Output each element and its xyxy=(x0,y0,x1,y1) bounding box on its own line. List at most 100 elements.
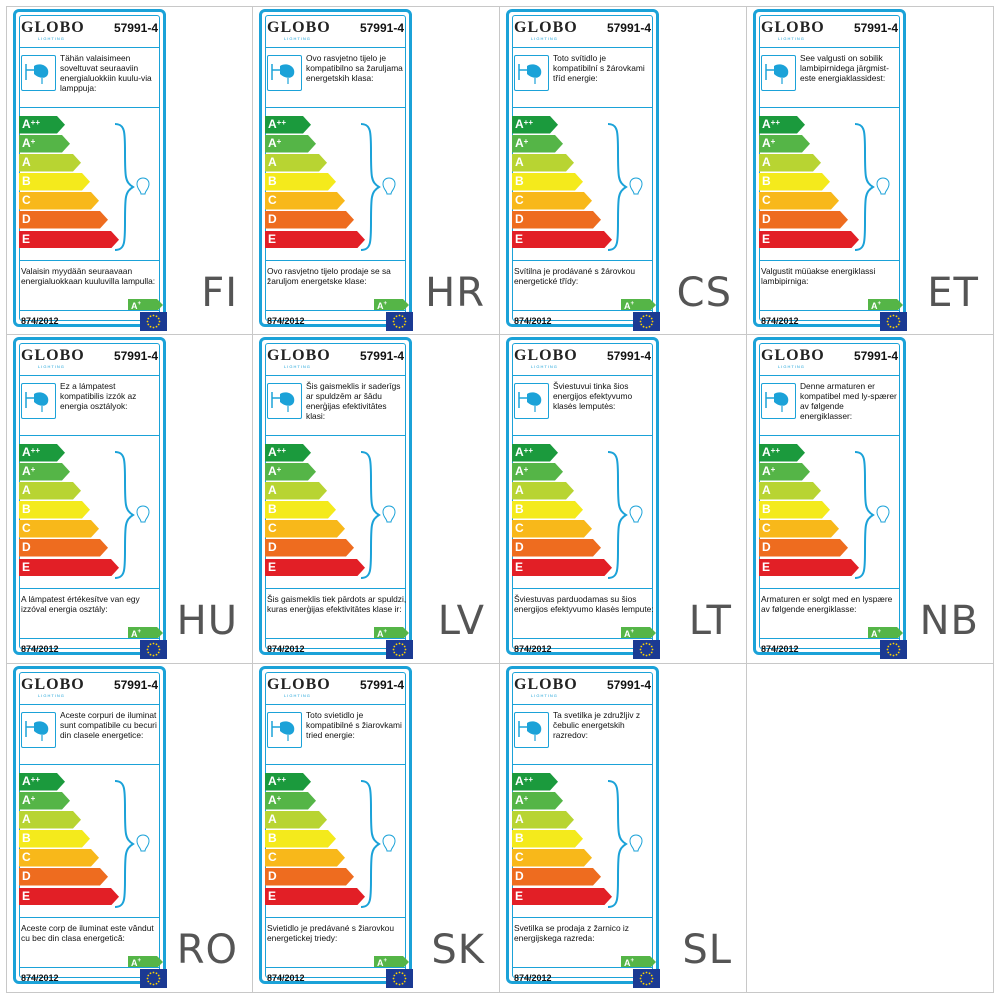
lamp-icon xyxy=(761,55,796,91)
energy-class-letter: C xyxy=(22,850,31,865)
brand-logo: GLOBO xyxy=(267,676,331,693)
energy-class-text: C xyxy=(268,850,277,865)
energy-class-letter: A xyxy=(624,301,631,311)
energy-class-letter: A xyxy=(762,117,771,131)
energy-class-bar: B xyxy=(512,501,612,519)
energy-class-text: A xyxy=(515,155,524,170)
energy-class-bar: A++ xyxy=(759,116,859,134)
energy-class-arrow xyxy=(19,868,108,886)
energy-class-text: E xyxy=(762,232,770,247)
energy-class-plus: ++ xyxy=(276,446,287,455)
label-cell: GLOBO LIGHTING 57991-4 Tähän valaisimeen so… xyxy=(6,6,253,335)
energy-class-letter: D xyxy=(22,540,31,555)
energy-class-arrow xyxy=(19,482,81,500)
energy-class-plus: + xyxy=(30,794,36,804)
energy-class-text: A+ xyxy=(268,464,281,479)
energy-class-bar: E xyxy=(19,230,119,249)
energy-class-arrow xyxy=(265,482,327,500)
divider xyxy=(512,588,653,589)
energy-class-bar: D xyxy=(265,211,365,229)
energy-class-text: C xyxy=(515,193,524,208)
energy-class-arrow xyxy=(759,558,859,577)
energy-class-arrow xyxy=(265,558,365,577)
eu-flag-icon xyxy=(386,312,413,331)
energy-class-text: D xyxy=(515,869,524,884)
energy-class-arrow xyxy=(512,463,563,481)
energy-class-bar: E xyxy=(512,230,612,249)
model-number: 57991-4 xyxy=(853,21,898,35)
divider xyxy=(759,47,900,48)
energy-class-text: B xyxy=(268,831,277,846)
energy-class-letter: D xyxy=(515,540,524,555)
energy-class-letter: B xyxy=(22,831,31,846)
sold-with-text: Ovo rasvjetno tijelo prodaje se sa žarul… xyxy=(267,266,391,286)
energy-label: GLOBO LIGHTING 57991-4 Šviestuvui tinka šio… xyxy=(506,337,660,659)
regulation-number: 874/2012 xyxy=(514,973,552,983)
divider xyxy=(512,310,653,311)
energy-class-bar: A xyxy=(759,482,859,500)
energy-class-text: D xyxy=(22,212,31,227)
energy-class-bar: C xyxy=(265,849,365,867)
energy-class-plus: + xyxy=(877,629,882,635)
energy-class-plus: + xyxy=(383,958,388,964)
energy-class-bar: A+ xyxy=(759,463,859,481)
energy-class-bar: C xyxy=(759,192,859,210)
regulation-number: 874/2012 xyxy=(21,973,59,983)
language-code: RO xyxy=(176,927,238,973)
energy-class-arrow xyxy=(265,192,345,210)
sold-class-badge: A+ xyxy=(374,955,410,973)
energy-class-arrow xyxy=(19,230,119,249)
energy-class-bar: E xyxy=(759,230,859,249)
energy-class-text: A+ xyxy=(762,136,775,151)
energy-class-plus: + xyxy=(770,465,776,475)
energy-class-letter: A xyxy=(268,483,277,498)
divider xyxy=(512,435,653,436)
sold-class-arrow xyxy=(868,299,903,311)
eu-flag-icon xyxy=(386,640,413,659)
energy-class-bar: C xyxy=(512,520,612,538)
energy-class-arrow xyxy=(512,887,612,906)
compatibility-text: Toto svietidlo je kompatibilné s žiarovk… xyxy=(306,710,402,740)
energy-class-letter: D xyxy=(762,540,771,555)
energy-class-arrow xyxy=(19,849,99,867)
energy-class-bar: E xyxy=(512,887,612,906)
energy-class-bar: C xyxy=(19,849,119,867)
sold-class-badge: A+ xyxy=(868,626,904,644)
energy-class-letter: A xyxy=(515,117,524,131)
energy-class-text: A++ xyxy=(762,117,780,132)
energy-class-arrow xyxy=(19,154,81,172)
energy-class-text: A xyxy=(22,155,31,170)
energy-class-text: A++ xyxy=(268,117,286,132)
energy-class-bar: A+ xyxy=(512,135,612,153)
energy-label: GLOBO LIGHTING 57991-4 Ez a lámpatest kompa… xyxy=(13,337,167,659)
energy-class-letter: A xyxy=(268,445,277,459)
brand-subtitle: LIGHTING xyxy=(531,364,558,369)
brace-bulb-icon xyxy=(854,451,890,579)
sold-class-badge: A+ xyxy=(128,298,164,316)
energy-class-arrow xyxy=(265,173,336,191)
energy-class-arrow xyxy=(265,116,311,134)
divider xyxy=(759,107,900,108)
energy-class-bar: B xyxy=(265,173,365,191)
energy-class-letter: B xyxy=(762,502,771,517)
energy-label: GLOBO LIGHTING 57991-4 Ovo rasvjetno tijelo… xyxy=(259,9,413,331)
energy-class-text: A++ xyxy=(22,117,40,132)
energy-class-letter: D xyxy=(22,869,31,884)
energy-class-plus: ++ xyxy=(276,775,287,784)
energy-class-letter: E xyxy=(22,559,31,574)
brace-bulb-icon xyxy=(114,780,150,908)
energy-class-arrow xyxy=(19,211,108,229)
energy-class-arrow xyxy=(19,830,90,848)
divider xyxy=(759,435,900,436)
energy-class-bar: A xyxy=(19,482,119,500)
energy-class-bar: D xyxy=(512,868,612,886)
energy-class-text: B xyxy=(22,174,31,189)
energy-class-letter: C xyxy=(22,521,31,536)
model-number: 57991-4 xyxy=(853,349,898,363)
energy-class-letter: A xyxy=(22,155,31,170)
energy-class-letter: A xyxy=(22,117,31,131)
compatibility-text: Toto svítidlo je kompatibilní s žárovkam… xyxy=(553,53,645,83)
energy-class-arrow xyxy=(265,830,336,848)
energy-class-arrow xyxy=(759,501,830,519)
compatibility-text: Ta svetilka je združljiv z čebulic energ… xyxy=(553,710,641,740)
